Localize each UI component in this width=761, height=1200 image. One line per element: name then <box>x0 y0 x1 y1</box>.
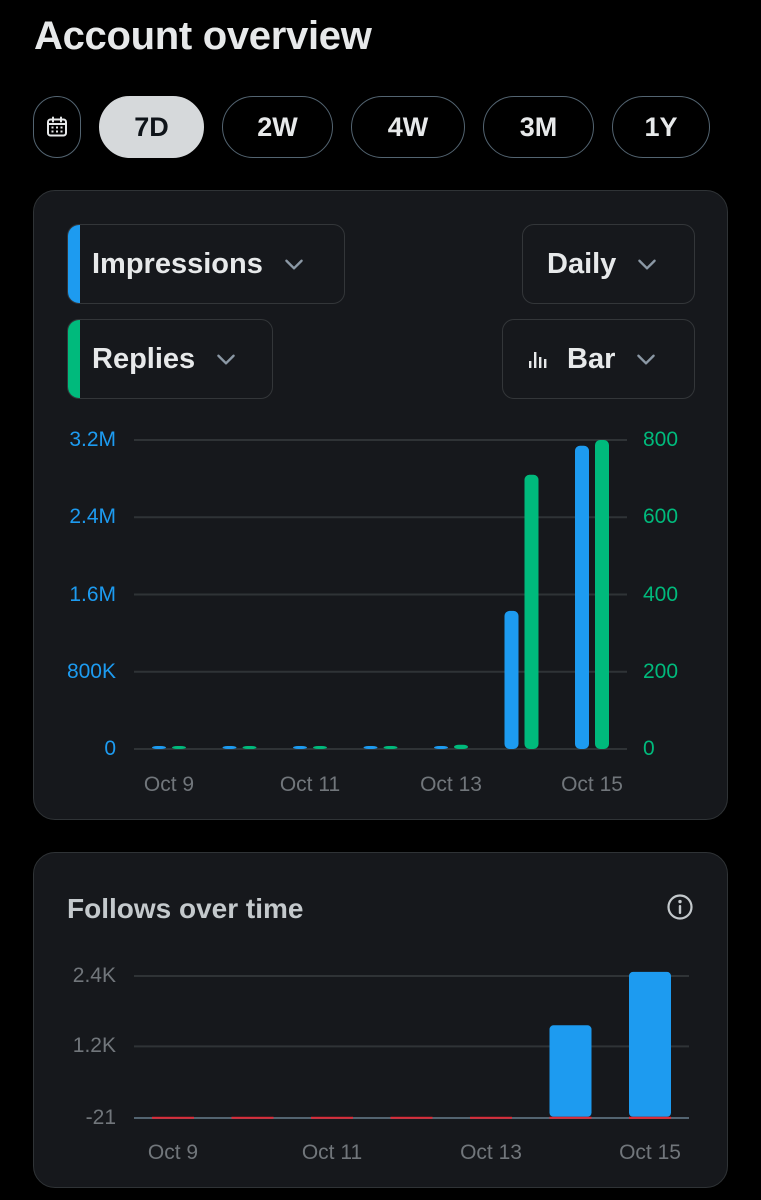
x-tick-label: Oct 15 <box>561 773 623 796</box>
y-right-tick-label: 600 <box>643 505 679 529</box>
follows-card: Follows over time -21 1.2K 2.4K Oct 9 Oct 11… <box>33 852 728 1188</box>
y-tick-label: 1.2K <box>72 1034 116 1058</box>
metric1-dropdown[interactable]: Impressions <box>67 224 345 304</box>
follows-bar <box>629 971 671 1117</box>
impressions-bar <box>575 445 589 749</box>
x-tick-label: Oct 9 <box>143 773 195 796</box>
unfollows-bar <box>152 1116 194 1119</box>
y-right-tick-label: 200 <box>643 659 679 683</box>
metric2-dropdown[interactable]: Replies <box>67 319 273 399</box>
metrics-chart-card: Impressions Replies Daily Bar 0 800K 1.6M 2… <box>33 190 728 820</box>
y-tick-label: -21 <box>85 1106 116 1129</box>
metric1-color-stripe <box>68 225 80 303</box>
calendar-button[interactable] <box>33 96 81 158</box>
chevron-down-icon <box>217 354 235 365</box>
metric1-label: Impressions <box>92 247 263 280</box>
y-right-tick-label: 0 <box>643 737 655 760</box>
range-7d-button[interactable]: 7D <box>99 96 204 158</box>
impressions-bar <box>363 746 378 749</box>
x-tick-label: Oct 11 <box>279 773 341 796</box>
y-right-tick-label: 400 <box>643 582 679 606</box>
page-title: Account overview <box>34 14 372 58</box>
replies-bar <box>524 474 539 749</box>
replies-bar <box>595 440 609 749</box>
range-1y-button[interactable]: 1Y <box>612 96 710 158</box>
x-tick-label: Oct 13 <box>420 773 482 796</box>
replies-bar <box>242 746 257 749</box>
info-icon[interactable] <box>666 893 694 921</box>
range-3m-button[interactable]: 3M <box>483 96 594 158</box>
y-left-tick-label: 0 <box>104 737 116 760</box>
follows-bar <box>549 1025 592 1117</box>
replies-bar <box>313 746 327 749</box>
chart-type-dropdown[interactable]: Bar <box>502 319 695 399</box>
unfollows-bar <box>390 1116 433 1119</box>
metric2-label: Replies <box>92 342 196 375</box>
impressions-bar <box>504 610 519 749</box>
calendar-icon <box>47 116 67 137</box>
range-4w-button[interactable]: 4W <box>351 96 465 158</box>
range-2w-button[interactable]: 2W <box>222 96 333 158</box>
impressions-bar <box>222 746 237 749</box>
y-left-tick-label: 2.4M <box>69 505 116 529</box>
unfollows-bar <box>549 1116 592 1119</box>
chevron-down-icon <box>638 259 657 270</box>
follows-card-title: Follows over time <box>67 893 304 924</box>
x-tick-label: Oct 13 <box>460 1141 522 1164</box>
y-left-tick-label: 1.6M <box>69 582 116 606</box>
chevron-down-icon <box>285 259 303 270</box>
x-tick-label: Oct 15 <box>619 1141 681 1164</box>
x-tick-label: Oct 11 <box>301 1141 363 1164</box>
chart-type-label: Bar <box>567 342 616 375</box>
impressions-bar <box>293 746 307 749</box>
bar-chart-icon <box>529 352 547 368</box>
y-tick-label: 2.4K <box>72 964 116 987</box>
unfollows-bar <box>470 1116 512 1119</box>
chevron-down-icon <box>637 354 656 365</box>
replies-bar <box>454 744 468 749</box>
replies-bar <box>172 746 186 749</box>
interval-label: Daily <box>547 247 617 280</box>
impressions-bar <box>434 746 448 749</box>
y-left-tick-label: 3.2M <box>69 428 116 451</box>
y-right-tick-label: 800 <box>643 428 679 451</box>
interval-dropdown[interactable]: Daily <box>522 224 695 304</box>
metric2-color-stripe <box>68 320 80 398</box>
unfollows-bar <box>231 1116 274 1119</box>
impressions-bar <box>152 746 166 749</box>
x-tick-label: Oct 9 <box>147 1141 199 1164</box>
replies-bar <box>383 746 398 749</box>
date-range-selector: 7D 2W 4W 3M 1Y <box>33 96 710 158</box>
unfollows-bar <box>629 1116 671 1119</box>
y-left-tick-label: 800K <box>66 659 116 683</box>
unfollows-bar <box>311 1116 353 1119</box>
